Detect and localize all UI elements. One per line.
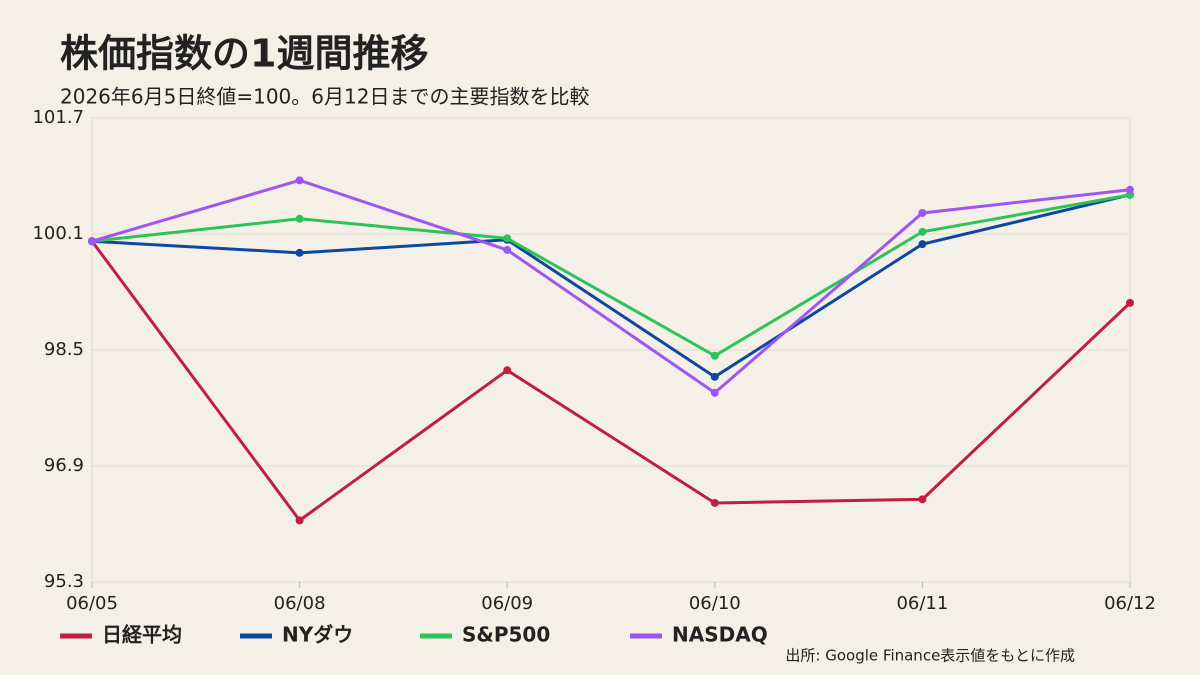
x-tick-label: 06/12 — [1104, 593, 1156, 614]
x-tick-label: 06/10 — [689, 593, 741, 614]
source-note: 出所: Google Finance表示値をもとに作成 — [785, 647, 1075, 665]
series-line — [91, 193, 1131, 379]
data-point — [503, 366, 512, 375]
data-point — [918, 208, 927, 217]
series-line — [90, 240, 1132, 523]
legend-label: NYダウ — [282, 623, 353, 647]
x-tick-label: 06/05 — [66, 593, 118, 614]
series-line — [91, 193, 1131, 358]
y-tick-label: 100.1 — [32, 223, 84, 244]
data-point — [88, 237, 96, 246]
legend-label: S&P500 — [462, 623, 550, 647]
x-tick-label: 06/09 — [481, 593, 533, 614]
data-point — [918, 227, 927, 236]
data-point — [295, 516, 304, 525]
data-point — [1126, 185, 1134, 194]
y-tick-label: 96.9 — [44, 455, 84, 476]
data-point — [710, 351, 719, 360]
chart-subtitle: 2026年6月5日終値=100。6月12日までの主要指数を比較 — [60, 85, 589, 109]
y-tick-label: 98.5 — [44, 339, 84, 360]
legend-label: NASDAQ — [672, 623, 768, 647]
data-point — [710, 372, 719, 381]
chart-title: 株価指数の1週間推移 — [60, 32, 428, 76]
data-point — [710, 498, 719, 507]
data-point — [1126, 298, 1134, 307]
data-point — [295, 176, 304, 185]
data-point — [918, 240, 927, 249]
data-point — [710, 388, 719, 397]
data-point — [295, 248, 304, 257]
series-line — [91, 178, 1131, 395]
data-point — [918, 495, 927, 504]
x-tick-label: 06/11 — [896, 593, 948, 614]
data-point — [503, 234, 512, 243]
data-point — [295, 214, 304, 223]
y-tick-label: 101.7 — [32, 107, 84, 128]
legend-label: 日経平均 — [102, 623, 182, 647]
y-tick-label: 95.3 — [44, 571, 84, 592]
data-point — [503, 245, 512, 254]
x-tick-label: 06/08 — [274, 593, 326, 614]
